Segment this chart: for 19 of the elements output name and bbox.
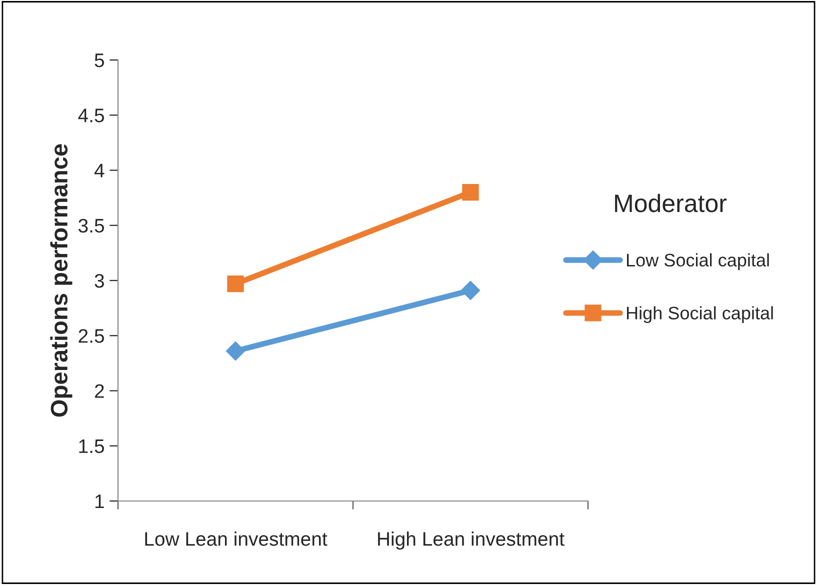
y-tick-label: 1: [95, 494, 104, 508]
y-tick-label: 2: [94, 384, 104, 398]
point: [226, 342, 246, 361]
y-tick-label: 5: [94, 54, 104, 68]
y-tick-label: 3.5: [78, 218, 104, 233]
y-tick-label: 2.5: [78, 329, 104, 343]
point: [227, 275, 244, 292]
y-tick-label: 3: [94, 274, 104, 288]
point: [462, 184, 479, 201]
legend-title: Moderator: [615, 194, 727, 212]
point: [460, 280, 480, 300]
legend-label: Low Social capital: [627, 253, 769, 270]
legend-label: High Social capital: [627, 306, 773, 324]
x-tick-label: Low Lean investment: [145, 532, 328, 546]
y-axis-title: Operations performance: [50, 144, 72, 417]
y-tick-label: 4.5: [78, 108, 104, 122]
x-tick-label: High Lean investment: [378, 532, 564, 550]
y-tick-label: 1.5: [79, 440, 104, 454]
y-tick-label: 4: [94, 164, 104, 178]
